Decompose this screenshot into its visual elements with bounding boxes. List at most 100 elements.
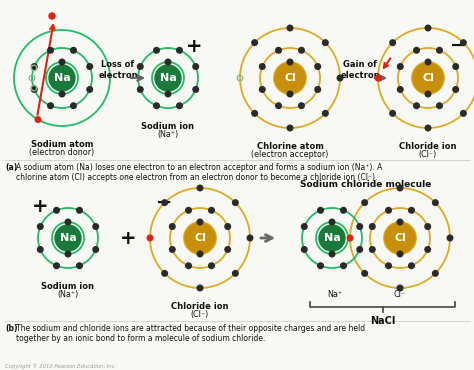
Circle shape — [362, 270, 367, 276]
Circle shape — [390, 40, 395, 46]
Circle shape — [170, 224, 175, 229]
Circle shape — [49, 65, 75, 91]
Circle shape — [398, 64, 403, 69]
Circle shape — [54, 263, 59, 269]
Circle shape — [162, 200, 167, 205]
Text: Copyright © 2010 Pearson Education, Inc.: Copyright © 2010 Pearson Education, Inc. — [5, 363, 116, 369]
Circle shape — [71, 103, 76, 108]
Circle shape — [165, 59, 171, 65]
Circle shape — [87, 64, 92, 69]
Circle shape — [197, 285, 203, 291]
Circle shape — [55, 225, 81, 251]
Circle shape — [259, 64, 265, 69]
Circle shape — [447, 235, 453, 241]
Circle shape — [31, 87, 37, 92]
Text: Na: Na — [160, 73, 176, 83]
Circle shape — [252, 111, 257, 116]
Circle shape — [414, 47, 419, 53]
Circle shape — [193, 64, 199, 69]
Text: Na: Na — [54, 73, 70, 83]
Circle shape — [385, 223, 415, 253]
Circle shape — [185, 223, 215, 253]
Text: (Cl⁻): (Cl⁻) — [419, 150, 437, 159]
Circle shape — [276, 47, 282, 53]
Circle shape — [77, 263, 82, 269]
Circle shape — [301, 247, 307, 252]
Text: (electron donor): (electron donor) — [29, 148, 95, 157]
Circle shape — [147, 235, 153, 241]
Circle shape — [186, 208, 191, 213]
Circle shape — [65, 219, 71, 225]
Circle shape — [54, 208, 59, 213]
Text: Cl: Cl — [394, 233, 406, 243]
Circle shape — [329, 251, 335, 257]
Circle shape — [425, 125, 431, 131]
Circle shape — [397, 185, 403, 191]
Circle shape — [319, 225, 345, 251]
Circle shape — [370, 247, 375, 252]
Circle shape — [413, 63, 443, 93]
Text: Sodium chloride molecule: Sodium chloride molecule — [301, 180, 432, 189]
Circle shape — [87, 87, 92, 92]
Circle shape — [370, 224, 375, 229]
Circle shape — [49, 13, 55, 19]
Circle shape — [287, 125, 293, 131]
Text: (b): (b) — [5, 324, 18, 333]
Circle shape — [37, 247, 43, 252]
Circle shape — [165, 91, 171, 97]
Text: Na: Na — [60, 233, 76, 243]
Circle shape — [77, 208, 82, 213]
Circle shape — [154, 47, 159, 53]
Circle shape — [437, 103, 442, 108]
Circle shape — [433, 270, 438, 276]
Circle shape — [177, 103, 182, 108]
Text: Cl: Cl — [284, 73, 296, 83]
Circle shape — [409, 208, 414, 213]
Circle shape — [287, 25, 293, 31]
Circle shape — [461, 40, 466, 46]
Circle shape — [155, 65, 181, 91]
Circle shape — [59, 91, 65, 97]
Circle shape — [315, 64, 320, 69]
Circle shape — [48, 47, 53, 53]
Text: +: + — [186, 37, 202, 56]
Circle shape — [31, 64, 37, 69]
Text: Cl: Cl — [422, 73, 434, 83]
Text: Na: Na — [324, 233, 340, 243]
Circle shape — [197, 219, 203, 225]
Text: (Na⁺): (Na⁺) — [57, 290, 79, 299]
Circle shape — [425, 247, 430, 252]
Circle shape — [315, 87, 320, 92]
Circle shape — [397, 251, 403, 257]
Circle shape — [425, 59, 431, 65]
Circle shape — [197, 251, 203, 257]
Circle shape — [276, 103, 282, 108]
Circle shape — [225, 224, 230, 229]
Circle shape — [137, 87, 143, 92]
Text: Loss of
electron: Loss of electron — [98, 60, 138, 80]
Circle shape — [318, 208, 323, 213]
Circle shape — [425, 91, 431, 97]
Circle shape — [322, 111, 328, 116]
Text: A sodium atom (Na) loses one electron to an electron acceptor and forms a sodium: A sodium atom (Na) loses one electron to… — [16, 163, 383, 182]
Circle shape — [386, 263, 392, 269]
Circle shape — [93, 224, 99, 229]
Circle shape — [375, 75, 381, 81]
Circle shape — [48, 103, 53, 108]
Text: +: + — [32, 196, 48, 215]
Circle shape — [347, 235, 353, 241]
Circle shape — [425, 25, 431, 31]
Circle shape — [233, 270, 238, 276]
Circle shape — [390, 111, 395, 116]
Circle shape — [453, 64, 458, 69]
Circle shape — [275, 63, 305, 93]
Circle shape — [318, 263, 323, 269]
Circle shape — [425, 224, 430, 229]
Text: (a): (a) — [5, 163, 17, 172]
Text: NaCl: NaCl — [370, 316, 396, 326]
Circle shape — [414, 103, 419, 108]
Circle shape — [71, 47, 76, 53]
Circle shape — [247, 235, 253, 241]
Circle shape — [437, 47, 442, 53]
Text: The sodium and chloride ions are attracted because of their opposite charges and: The sodium and chloride ions are attract… — [16, 324, 365, 343]
